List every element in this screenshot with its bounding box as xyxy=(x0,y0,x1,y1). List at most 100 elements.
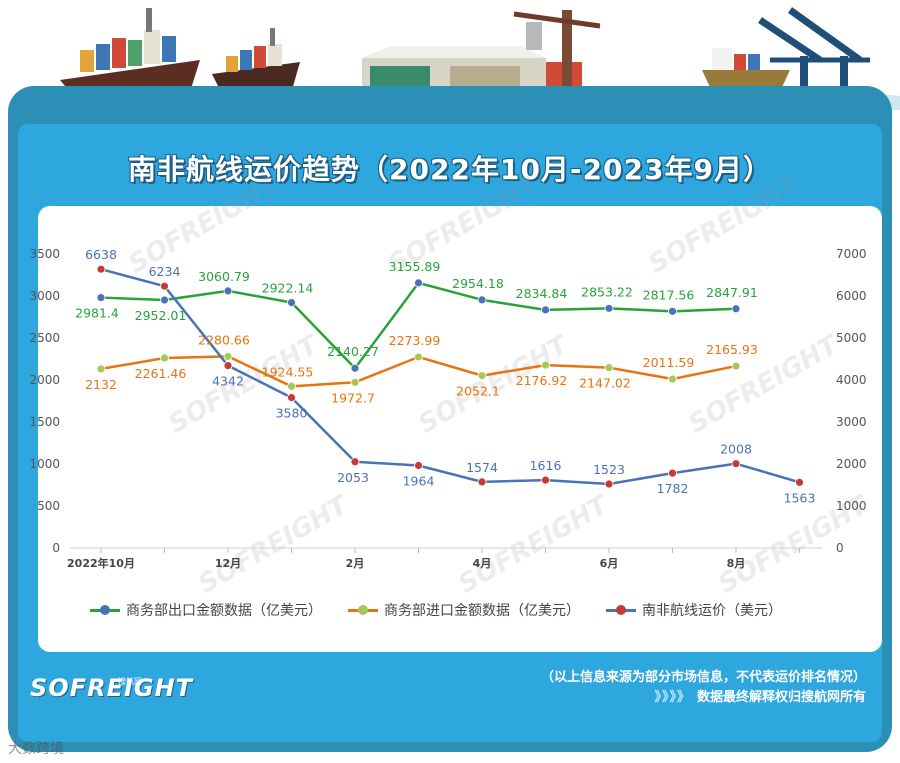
y-left-tick-label: 3500 xyxy=(29,247,60,261)
chart-card xyxy=(38,206,882,652)
data-point-export xyxy=(604,303,614,313)
data-point-import xyxy=(223,352,233,361)
data-label-freight: 6234 xyxy=(149,264,181,279)
data-point-freight xyxy=(604,479,614,489)
data-label-export: 2952.01 xyxy=(135,308,187,323)
legend-item-freight: 南非航线运价（美元） xyxy=(606,600,782,620)
data-label-freight: 1964 xyxy=(403,474,435,489)
crane-icon xyxy=(513,10,601,94)
x-tick-label: 2022年10月 xyxy=(67,556,135,570)
data-label-import: 2132 xyxy=(85,377,117,392)
data-label-import: 2261.46 xyxy=(135,366,187,381)
legend-label-export: 商务部出口金额数据（亿美元） xyxy=(126,603,322,619)
data-label-export: 2140.27 xyxy=(327,344,379,359)
brand-logo: SOFREIGHT xyxy=(30,674,194,702)
data-label-import: 2176.92 xyxy=(516,373,568,388)
data-point-freight xyxy=(350,457,360,467)
legend-label-import: 商务部进口金额数据（亿美元） xyxy=(384,603,580,619)
data-label-import: 1924.55 xyxy=(262,364,314,379)
legend-swatch-export xyxy=(90,604,120,616)
data-label-freight: 4342 xyxy=(212,374,244,389)
data-point-freight xyxy=(668,468,677,478)
chart-title: 南非航线运价趋势（2022年10月-2023年9月） xyxy=(128,153,772,186)
legend-swatch-freight xyxy=(606,604,636,616)
data-label-export: 2817.56 xyxy=(643,287,695,302)
y-right-tick-label: 5000 xyxy=(836,331,867,345)
data-point-freight xyxy=(414,461,423,470)
data-point-export xyxy=(541,305,550,315)
data-point-export xyxy=(96,293,106,302)
data-point-freight xyxy=(731,459,741,469)
y-right-tick-label: 7000 xyxy=(836,247,867,261)
x-tick-label: 6月 xyxy=(600,557,619,570)
data-point-import xyxy=(96,364,106,374)
legend-item-export: 商务部出口金额数据（亿美元） xyxy=(90,600,322,620)
title-bar: 南非航线运价趋势（2022年10月-2023年9月） xyxy=(18,140,882,196)
footer-watermark: 大数跨境 xyxy=(8,741,64,757)
data-point-export xyxy=(160,295,169,305)
data-point-freight xyxy=(287,393,296,403)
data-point-freight xyxy=(96,264,106,274)
data-label-export: 2853.22 xyxy=(581,284,633,299)
chart-legend: 商务部出口金额数据（亿美元） 商务部进口金额数据（亿美元） 南非航线运价（美元） xyxy=(90,598,850,622)
data-point-import xyxy=(287,381,296,391)
data-label-import: 2011.59 xyxy=(643,355,695,370)
data-label-import: 1972.7 xyxy=(331,390,375,405)
copyright-text: 数据最终解释权归搜航网所有 xyxy=(696,690,866,705)
data-point-import xyxy=(477,371,487,381)
data-point-import xyxy=(731,361,741,371)
data-label-export: 3155.89 xyxy=(389,259,441,274)
data-label-freight: 1782 xyxy=(657,481,689,496)
data-label-import: 2280.66 xyxy=(198,332,250,347)
legend-item-import: 商务部进口金额数据（亿美元） xyxy=(348,600,580,620)
data-point-export xyxy=(668,306,677,316)
data-point-freight xyxy=(477,477,487,487)
data-label-export: 2981.4 xyxy=(75,306,119,321)
data-label-freight: 3580 xyxy=(276,406,308,421)
data-label-export: 2954.18 xyxy=(452,276,504,291)
y-right-tick-label: 2000 xyxy=(836,457,867,471)
data-point-export xyxy=(223,286,233,296)
data-label-export: 2834.84 xyxy=(516,286,568,301)
data-label-freight: 2053 xyxy=(337,470,369,485)
y-left-tick-label: 1000 xyxy=(29,457,60,471)
arrows-icon: 》》》》 xyxy=(654,690,691,705)
brand-sub-logo: 搜航网 xyxy=(118,677,142,686)
data-point-export xyxy=(414,278,423,288)
data-label-freight: 6638 xyxy=(85,247,117,262)
x-tick-label: 12月 xyxy=(215,557,241,570)
data-point-import xyxy=(160,353,169,363)
data-label-export: 2847.91 xyxy=(706,285,758,300)
data-point-export xyxy=(350,363,360,373)
y-left-tick-label: 0 xyxy=(52,541,60,555)
data-label-import: 2052.1 xyxy=(456,384,500,399)
data-label-import: 2273.99 xyxy=(389,333,441,348)
data-point-freight xyxy=(541,475,550,485)
series-line-freight xyxy=(100,267,800,486)
data-label-freight: 1574 xyxy=(466,460,498,475)
data-point-import xyxy=(350,377,360,387)
y-left-tick-label: 2000 xyxy=(29,373,60,387)
data-point-export xyxy=(731,304,741,314)
data-label-import: 2147.02 xyxy=(579,376,631,391)
y-left-tick-label: 2500 xyxy=(29,331,60,345)
data-point-freight xyxy=(795,477,804,487)
gantry-crane-icon xyxy=(758,7,870,94)
source-disclaimer: （以上信息来源为部分市场信息，不代表运价排名情况） xyxy=(540,670,866,685)
data-label-freight: 2008 xyxy=(720,442,752,457)
y-right-tick-label: 3000 xyxy=(836,415,867,429)
y-right-tick-label: 0 xyxy=(836,541,844,555)
data-point-freight xyxy=(223,361,233,371)
data-point-import xyxy=(541,360,550,370)
y-left-tick-label: 1500 xyxy=(29,415,60,429)
data-label-freight: 1616 xyxy=(530,458,562,473)
copyright-line: 》》》》 数据最终解释权归搜航网所有 xyxy=(541,688,866,708)
data-label-freight: 1523 xyxy=(593,462,625,477)
x-tick-label: 4月 xyxy=(473,557,492,570)
x-tick-label: 2月 xyxy=(346,557,365,570)
y-left-tick-label: 500 xyxy=(37,499,60,513)
data-label-freight: 1563 xyxy=(784,490,816,505)
data-label-import: 2165.93 xyxy=(706,342,758,357)
data-point-freight xyxy=(160,281,169,291)
